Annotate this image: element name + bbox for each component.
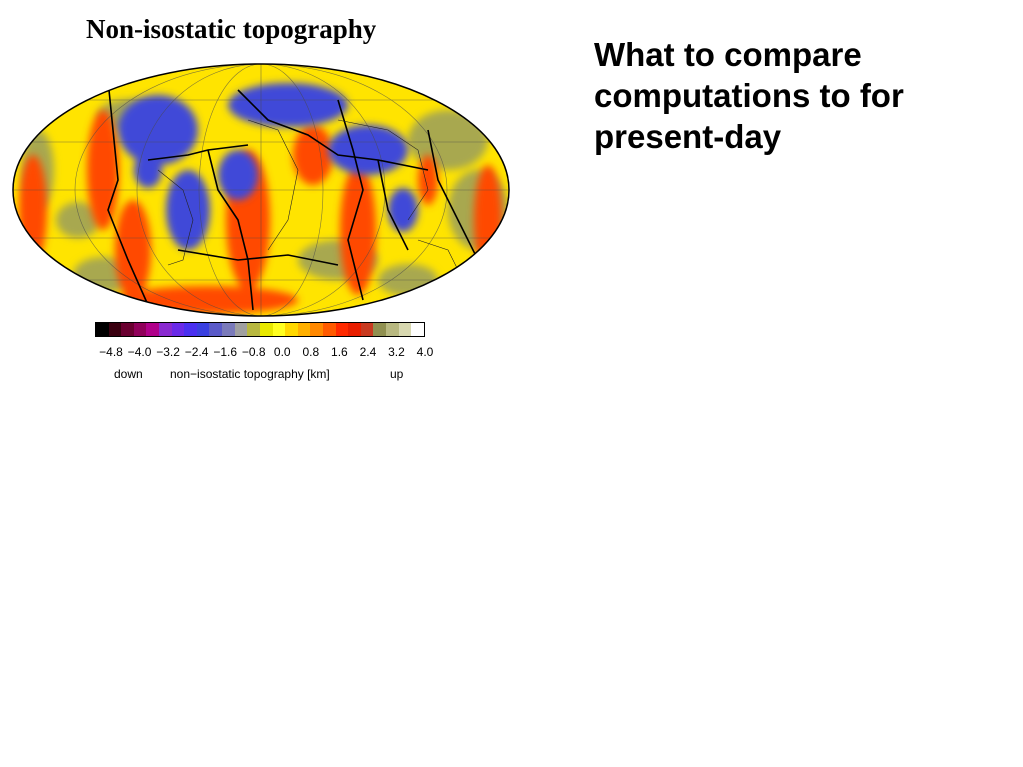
colorbar-tick-label: 2.4 <box>359 345 377 359</box>
colorbar-swatch <box>171 323 185 336</box>
colorbar-label-up: up <box>390 367 404 381</box>
colorbar-swatch <box>121 323 134 336</box>
colorbar-swatch <box>247 323 260 336</box>
colorbar-swatch <box>272 323 286 336</box>
colorbar-swatch <box>348 323 361 336</box>
colorbar-swatch <box>159 323 172 336</box>
colorbar-swatch <box>373 323 387 336</box>
colorbar-swatch <box>411 323 424 336</box>
colorbar-tick-label: −4.8 <box>99 345 123 359</box>
colorbar-swatch <box>322 323 336 336</box>
map-outline <box>12 63 510 317</box>
map-low-regions <box>118 83 418 250</box>
colorbar-swatch <box>285 323 298 336</box>
colorbar-swatch <box>222 323 235 336</box>
colorbar-swatch <box>96 323 109 336</box>
colorbar-tick-label: −3.2 <box>156 345 180 359</box>
colorbar-tick-label: 0.8 <box>302 345 320 359</box>
map-graticule <box>13 64 509 316</box>
colorbar <box>95 322 425 337</box>
coastlines <box>157 119 459 271</box>
colorbar-swatch <box>310 323 323 336</box>
colorbar-tick-label: −4.0 <box>127 345 152 359</box>
colorbar-swatch <box>259 323 273 336</box>
colorbar-tick-label: −0.8 <box>241 345 266 359</box>
colorbar-tick-label: 0.0 <box>273 345 291 359</box>
map-title: Non-isostatic topography <box>86 14 377 44</box>
topography-map <box>12 63 510 317</box>
colorbar-swatch <box>184 323 197 336</box>
colorbar-swatch <box>146 323 160 336</box>
colorbar-ticks: −4.8 −4.0 −3.2 −2.4 −1.6 −0.8 0.0 0.8 1.6 2.4 3.2 4… <box>0 345 520 363</box>
colorbar-tick-label: −1.6 <box>213 345 238 359</box>
colorbar-label-unit: non−isostatic topography [km] <box>170 367 330 381</box>
colorbar-swatch <box>108 323 122 336</box>
colorbar-tick-label: −2.4 <box>184 345 209 359</box>
colorbar-swatch <box>386 323 399 336</box>
slide-heading: What to compare computations to for pres… <box>594 36 904 155</box>
colorbar-swatch <box>209 323 223 336</box>
colorbar-swatch <box>297 323 311 336</box>
colorbar-swatch <box>398 323 412 336</box>
colorbar-swatch <box>133 323 147 336</box>
colorbar-swatch <box>360 323 374 336</box>
colorbar-swatch <box>196 323 210 336</box>
colorbar-label-down: down <box>114 367 143 381</box>
colorbar-swatch <box>335 323 349 336</box>
colorbar-tick-label: 1.6 <box>331 345 348 359</box>
plate-boundaries <box>107 79 479 311</box>
colorbar-tick-label: 4.0 <box>416 345 434 359</box>
colorbar-swatch <box>234 323 248 336</box>
colorbar-tick-label: 3.2 <box>388 345 405 359</box>
